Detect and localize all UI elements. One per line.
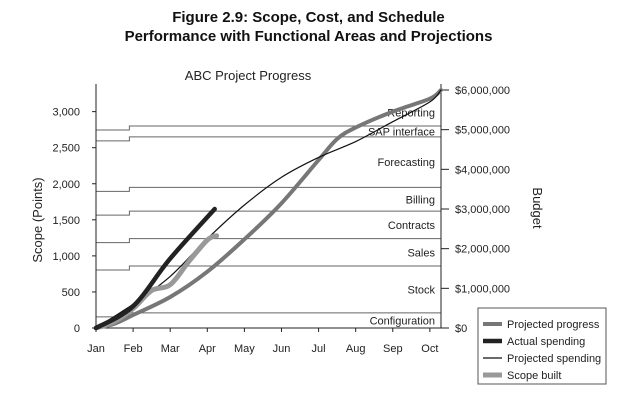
y-left-tick-label: 500: [62, 287, 80, 299]
series-line-projected-spending: [95, 89, 442, 329]
series-line-scope-built: [93, 233, 220, 331]
y-right-tick-label: $1,000,000: [455, 283, 510, 295]
area-boundary: [96, 125, 441, 131]
functional-area-label: Contracts: [388, 220, 436, 232]
y-left-tick-label: 1,500: [52, 215, 80, 227]
legend-entry: Projected progress: [483, 319, 600, 331]
y-right-tick-label: $0: [455, 323, 467, 335]
chart-title: ABC Project Progress: [185, 68, 312, 83]
legend-label: Projected spending: [507, 353, 601, 365]
functional-area-label: Sales: [407, 247, 435, 259]
series-line-projected-progress: [94, 88, 443, 330]
x-tick-label: Feb: [124, 343, 143, 355]
figure-title-line-2: Performance with Functional Areas and Pr…: [124, 28, 493, 45]
x-tick-label: Aug: [346, 343, 366, 355]
legend-entry: Projected spending: [483, 353, 601, 365]
series-line-actual-spending: [93, 206, 217, 331]
y-axis-right-label: Budget: [530, 187, 545, 229]
x-tick-label: Oct: [421, 343, 438, 355]
x-tick-label: Sep: [383, 343, 403, 355]
functional-area-label: Configuration: [370, 315, 435, 327]
legend-label: Scope built: [507, 370, 561, 382]
y-left-tick-label: 2,500: [52, 143, 80, 155]
functional-area-forecasting: Forecasting: [96, 157, 441, 192]
area-boundary: [96, 265, 441, 271]
area-boundary: [96, 186, 441, 192]
x-tick-label: Jan: [87, 343, 105, 355]
legend-entry: Scope built: [483, 370, 561, 382]
legend: Projected progress Actual spending Project…: [477, 307, 607, 385]
y-right-tick-label: $5,000,000: [455, 125, 510, 137]
y-axis-left-label: Scope (Points): [30, 177, 45, 262]
y-left-tick-label: 2,000: [52, 179, 80, 191]
legend-label: Actual spending: [507, 336, 585, 348]
y-right-tick-label: $4,000,000: [455, 164, 510, 176]
functional-area-label: Billing: [406, 194, 435, 206]
x-tick-label: Mar: [161, 343, 180, 355]
functional-area-sales: Sales: [96, 247, 441, 271]
figure-title-line-1: Figure 2.9: Scope, Cost, and Schedule: [172, 9, 445, 26]
y-right-tick-label: $6,000,000: [455, 85, 510, 97]
axes: Jan Feb Mar Apr May Jun Jul Aug Sep Oct 0 500 1,000 1…: [52, 84, 510, 355]
y-left-tick-label: 3,000: [52, 107, 80, 119]
legend-box: [477, 307, 607, 385]
series-lines: [93, 88, 443, 331]
y-right-tick-label: $3,000,000: [455, 204, 510, 216]
legend-label: Projected progress: [507, 319, 600, 331]
functional-area-configuration: Configuration: [370, 315, 435, 327]
x-tick-label: Apr: [199, 343, 216, 355]
y-left-tick-label: 1,000: [52, 251, 80, 263]
area-boundary: [96, 238, 441, 244]
functional-area-billing: Billing: [96, 194, 441, 216]
x-tick-label: May: [234, 343, 255, 355]
area-boundary: [96, 210, 441, 216]
functional-area-contracts: Contracts: [96, 220, 441, 244]
x-tick-label: Jun: [273, 343, 291, 355]
legend-entry: Actual spending: [483, 336, 585, 348]
y-left-tick-label: 0: [74, 323, 80, 335]
area-boundary: [96, 136, 441, 142]
functional-area-label: SAP interface: [368, 127, 435, 139]
functional-area-label: Stock: [407, 284, 435, 296]
y-right-tick-label: $2,000,000: [455, 244, 510, 256]
functional-area-label: Forecasting: [378, 157, 435, 169]
functional-area-sap-interface: SAP interface: [96, 127, 441, 142]
x-tick-label: Jul: [312, 343, 326, 355]
